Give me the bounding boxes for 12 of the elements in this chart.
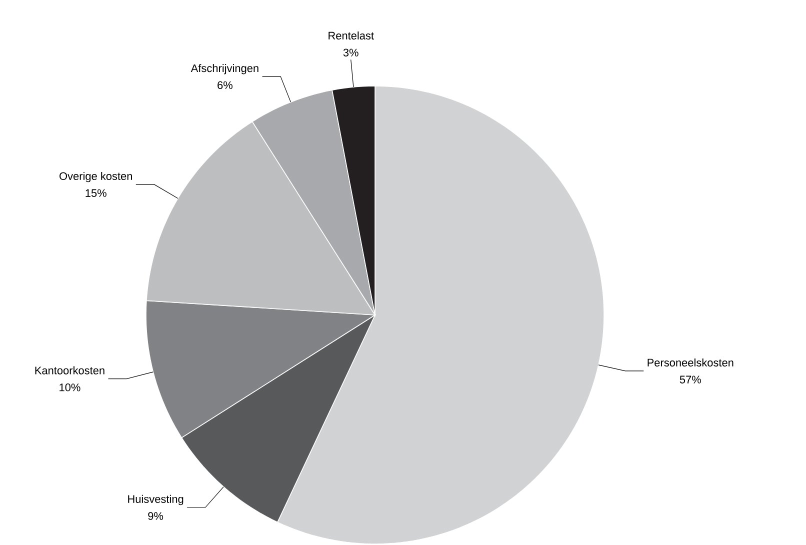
slice-label: Huisvesting — [128, 494, 184, 506]
data-label: 6% — [218, 81, 232, 90]
slice-label: Rentelast — [328, 31, 374, 40]
slice-label: Afschrijvingen — [190, 64, 258, 74]
data-label: 57% — [680, 376, 701, 384]
slice-label: Kantoorkosten — [35, 366, 104, 374]
data-label: 15% — [86, 189, 106, 197]
slice-label: Personeelskosten — [648, 358, 734, 367]
data-label: 3% — [343, 48, 358, 56]
slice-label: Overige kosten — [60, 172, 132, 182]
data-label: 9% — [148, 512, 164, 520]
data-label: 10% — [60, 384, 80, 392]
